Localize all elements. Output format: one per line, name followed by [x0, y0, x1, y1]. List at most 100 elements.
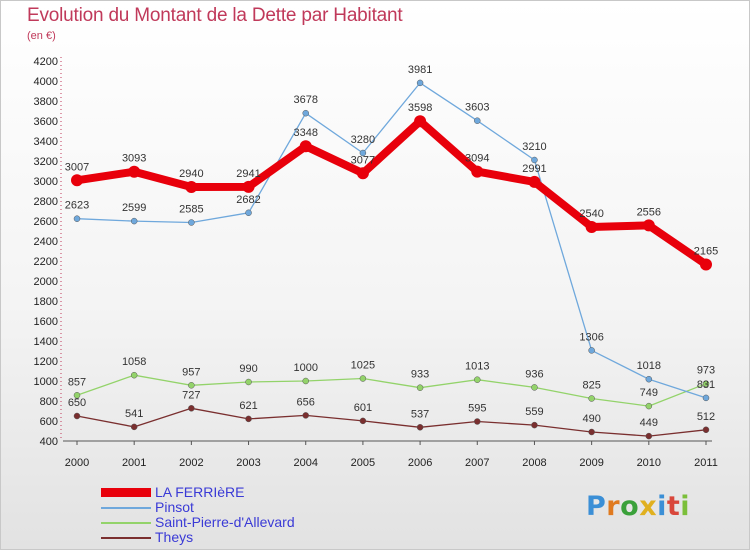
- legend-swatch: [101, 521, 151, 524]
- logo-letter: o: [620, 491, 640, 522]
- x-tick-label: 2007: [465, 457, 489, 469]
- data-point: [242, 180, 255, 193]
- data-point: [585, 221, 598, 233]
- data-point: [700, 258, 712, 271]
- data-point: [642, 219, 655, 232]
- y-tick-label: 1000: [34, 376, 58, 388]
- data-point: [245, 415, 252, 423]
- x-tick-label: 2004: [293, 457, 317, 469]
- legend-item: Saint-Pierre-d'Allevard: [101, 515, 295, 530]
- y-tick-label: 3600: [34, 116, 58, 128]
- y-tick-label: 800: [40, 396, 58, 408]
- y-tick-label: 2800: [34, 196, 58, 208]
- data-label: 3007: [65, 161, 89, 173]
- data-label: 1018: [637, 360, 661, 372]
- data-point: [471, 165, 484, 178]
- y-tick-label: 2400: [34, 236, 58, 248]
- chart-title: Evolution du Montant de la Dette par Hab…: [27, 5, 403, 26]
- data-labels-layer: 650 541 727 621 656 601 537 595 559 490 449 512 857 1…: [65, 64, 718, 429]
- series-layer: [71, 79, 712, 440]
- y-tick-label: 2000: [34, 276, 58, 288]
- data-point: [588, 347, 595, 354]
- data-point: [130, 217, 138, 225]
- data-point: [645, 402, 653, 410]
- y-tick-label: 400: [40, 436, 58, 448]
- data-label: 512: [697, 411, 715, 423]
- data-label: 1306: [579, 331, 603, 343]
- data-point: [71, 174, 83, 187]
- chart-unit: (en €): [27, 30, 56, 42]
- data-label: 749: [640, 387, 658, 399]
- data-point: [128, 165, 141, 178]
- data-label: 1058: [122, 356, 146, 368]
- x-tick-label: 2009: [579, 457, 603, 469]
- y-tick-label: 1400: [34, 336, 58, 348]
- data-label: 3603: [465, 102, 489, 114]
- data-label: 3598: [408, 102, 432, 114]
- data-point: [416, 384, 424, 391]
- y-axis-ticks: 400 600 800 1000 1200 1400 1600 1800 2000 2200 240…: [34, 56, 58, 448]
- data-label: 973: [697, 365, 715, 377]
- y-tick-label: 2600: [34, 216, 58, 228]
- data-point: [302, 377, 309, 385]
- data-label: 3094: [465, 153, 489, 165]
- data-label: 650: [68, 397, 86, 409]
- data-label: 857: [68, 376, 86, 388]
- series-line-1: [76, 82, 707, 399]
- series-line-2: [76, 374, 707, 407]
- data-point: [245, 209, 252, 217]
- y-tick-label: 3800: [34, 96, 58, 108]
- data-point: [414, 115, 427, 128]
- x-tick-label: 2002: [179, 457, 203, 469]
- x-tick-label: 2001: [122, 457, 146, 469]
- data-point: [130, 371, 138, 379]
- data-point: [645, 432, 653, 440]
- data-point: [359, 375, 367, 382]
- logo-letter: x: [639, 491, 658, 522]
- data-label: 936: [525, 368, 543, 380]
- data-label: 2991: [522, 163, 546, 175]
- data-label: 1000: [293, 362, 317, 374]
- data-label: 1025: [351, 360, 375, 372]
- data-label: 621: [239, 400, 257, 412]
- data-point: [474, 376, 481, 383]
- logo-letter: P: [586, 491, 607, 522]
- data-point: [245, 378, 252, 386]
- data-label: 1013: [465, 361, 489, 373]
- y-tick-label: 1200: [34, 356, 58, 368]
- logo-letter: i: [680, 491, 691, 522]
- legend: LA FERRIèRE Pinsot Saint-Pierre-d'Allevard…: [101, 485, 295, 545]
- data-point: [356, 167, 369, 180]
- data-label: 727: [182, 389, 200, 401]
- data-label: 541: [125, 408, 143, 420]
- data-point: [531, 421, 538, 429]
- x-tick-label: 2010: [637, 457, 661, 469]
- legend-label: LA FERRIèRE: [155, 484, 245, 500]
- x-tick-label: 2000: [65, 457, 89, 469]
- legend-swatch: [101, 488, 151, 497]
- data-point: [416, 424, 424, 431]
- y-tick-label: 4000: [34, 76, 58, 88]
- data-point: [188, 382, 195, 389]
- data-point: [302, 109, 309, 117]
- data-label: 933: [411, 369, 429, 381]
- data-label: 559: [525, 406, 543, 418]
- x-tick-label: 2011: [694, 457, 718, 469]
- proxiti-logo: Proxiti: [586, 491, 690, 522]
- data-label: 3093: [122, 153, 146, 165]
- data-label: 990: [239, 363, 257, 375]
- data-point: [702, 426, 710, 434]
- data-point: [299, 140, 312, 153]
- data-label: 3348: [293, 127, 317, 139]
- x-tick-label: 2003: [236, 457, 260, 469]
- y-tick-label: 2200: [34, 256, 58, 268]
- data-point: [474, 117, 481, 124]
- x-axis-ticks: 2000 2001 2002 2003 2004 2005 2006 2007 2008 2009…: [65, 441, 718, 469]
- data-point: [702, 394, 710, 402]
- data-label: 2940: [179, 168, 203, 180]
- data-point: [185, 181, 198, 193]
- data-label: 2165: [694, 246, 718, 258]
- data-label: 601: [354, 402, 372, 414]
- data-label: 957: [182, 366, 200, 378]
